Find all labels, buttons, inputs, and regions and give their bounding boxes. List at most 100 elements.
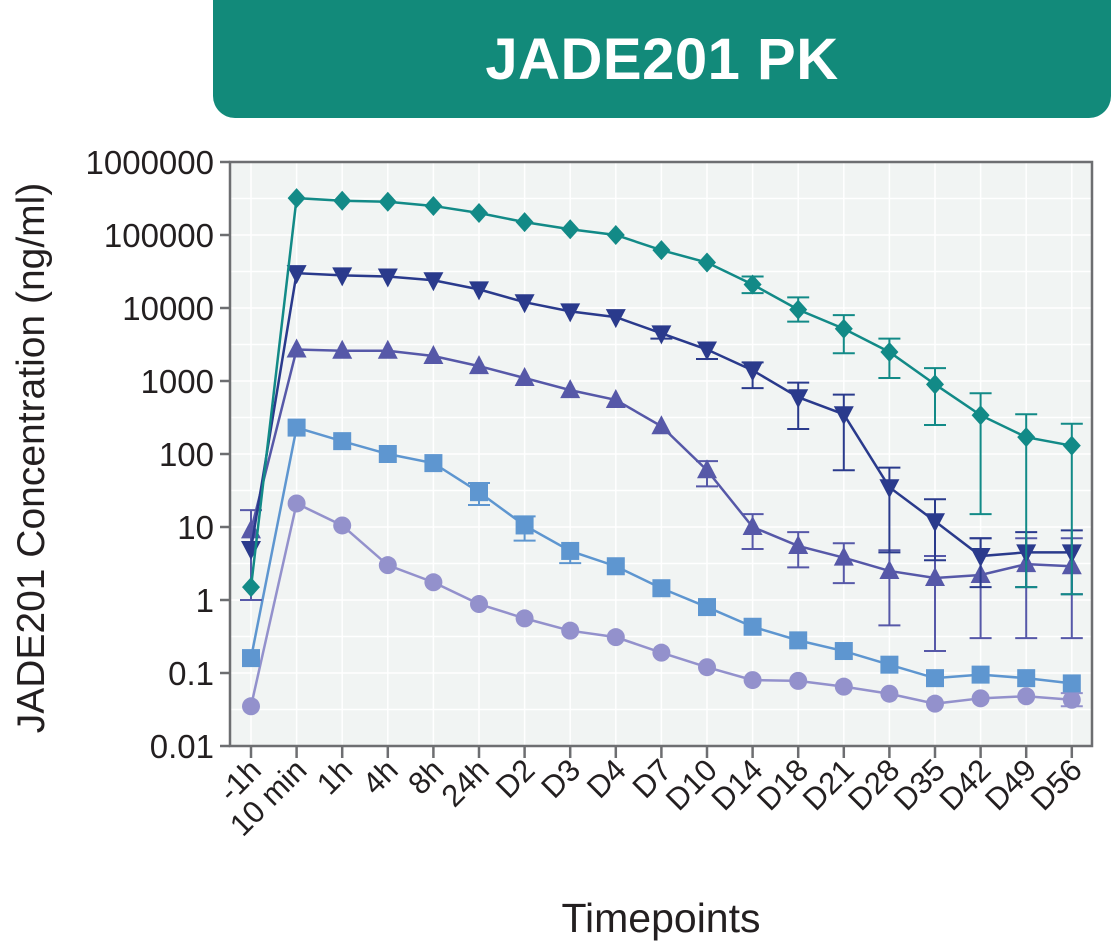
data-point bbox=[971, 665, 990, 684]
data-point bbox=[242, 697, 260, 716]
data-point bbox=[286, 338, 307, 358]
data-point bbox=[377, 268, 398, 288]
data-point bbox=[378, 445, 397, 463]
y-tick-label: 100000 bbox=[104, 217, 214, 254]
data-point bbox=[971, 689, 990, 708]
data-point bbox=[241, 519, 261, 539]
data-point bbox=[561, 541, 580, 560]
data-point bbox=[926, 669, 944, 688]
data-point bbox=[377, 339, 398, 359]
x-tick-label: D2 bbox=[489, 752, 542, 805]
data-point bbox=[469, 281, 489, 301]
data-point bbox=[971, 405, 990, 426]
data-point bbox=[561, 219, 580, 240]
data-point bbox=[652, 579, 671, 598]
x-tick-label: D4 bbox=[580, 752, 633, 805]
y-tick-label: 0.1 bbox=[168, 655, 214, 692]
data-point bbox=[926, 374, 944, 395]
data-point bbox=[424, 195, 443, 216]
data-point bbox=[833, 406, 854, 426]
data-point bbox=[287, 188, 306, 209]
data-point bbox=[1017, 427, 1036, 448]
x-tick-label: 1h bbox=[310, 752, 359, 801]
data-point bbox=[515, 516, 534, 535]
data-point bbox=[1062, 435, 1081, 456]
x-tick-label: D3 bbox=[534, 752, 587, 805]
data-point bbox=[424, 454, 443, 473]
y-tick-label: 1000 bbox=[141, 363, 214, 400]
data-point bbox=[287, 494, 306, 513]
data-point bbox=[424, 573, 443, 592]
data-point bbox=[698, 658, 716, 677]
data-point bbox=[242, 577, 260, 598]
data-point bbox=[880, 341, 899, 362]
data-point bbox=[698, 252, 716, 273]
data-point bbox=[333, 432, 352, 451]
data-point bbox=[652, 643, 671, 662]
data-point bbox=[1017, 669, 1036, 688]
series-circle bbox=[242, 494, 1083, 716]
data-point bbox=[697, 341, 717, 361]
data-point bbox=[332, 339, 353, 359]
data-point bbox=[789, 671, 808, 690]
data-point bbox=[560, 379, 581, 399]
data-point bbox=[743, 671, 762, 690]
data-point bbox=[333, 516, 352, 535]
data-point bbox=[742, 362, 763, 382]
data-point bbox=[1017, 687, 1036, 706]
data-point bbox=[833, 546, 854, 566]
x-axis-title: Timepoints bbox=[562, 895, 761, 941]
data-point bbox=[788, 389, 809, 409]
data-point bbox=[332, 267, 353, 287]
data-point bbox=[605, 388, 626, 408]
data-point bbox=[470, 203, 488, 224]
y-tick-label: 100 bbox=[159, 436, 214, 473]
data-point bbox=[697, 459, 717, 479]
data-point bbox=[423, 345, 444, 365]
data-point bbox=[651, 415, 672, 435]
data-point bbox=[605, 309, 626, 329]
data-point bbox=[743, 274, 762, 295]
data-point bbox=[515, 609, 534, 628]
data-point bbox=[698, 598, 716, 617]
data-point bbox=[925, 513, 945, 533]
x-tick-label: 24h bbox=[435, 752, 496, 813]
data-point bbox=[788, 534, 809, 554]
data-point bbox=[515, 212, 534, 233]
y-tick-label: 1000000 bbox=[86, 144, 214, 181]
data-point bbox=[1062, 690, 1081, 709]
data-point bbox=[1062, 674, 1081, 693]
data-point bbox=[743, 617, 762, 636]
series-square bbox=[242, 418, 1081, 693]
data-point bbox=[652, 240, 671, 261]
data-point bbox=[514, 366, 535, 386]
data-point bbox=[834, 318, 853, 339]
data-point bbox=[651, 325, 672, 345]
data-point bbox=[970, 548, 991, 568]
x-tick-label: D56 bbox=[1024, 752, 1089, 817]
data-point bbox=[469, 355, 489, 375]
data-point bbox=[560, 303, 581, 323]
data-point bbox=[879, 559, 900, 579]
data-point bbox=[834, 642, 853, 661]
data-point bbox=[879, 479, 900, 499]
data-point bbox=[378, 191, 397, 212]
x-tick-label: 4h bbox=[356, 752, 405, 801]
data-point bbox=[834, 677, 853, 696]
y-axis: 0.01 0.1 1 10 100 1000 10000 100000 1000000 bbox=[86, 144, 230, 765]
data-point bbox=[242, 649, 260, 668]
y-axis-title: JADE201 Concentration (ng/ml) bbox=[10, 183, 53, 734]
data-point bbox=[925, 567, 945, 587]
data-point bbox=[286, 265, 307, 285]
data-point bbox=[287, 418, 306, 437]
data-point bbox=[789, 299, 808, 320]
y-tick-label: 1 bbox=[196, 582, 214, 619]
y-tick-label: 10 bbox=[177, 509, 214, 546]
data-point bbox=[742, 516, 763, 535]
y-tick-label: 10000 bbox=[122, 290, 214, 327]
data-point bbox=[926, 694, 944, 713]
title-banner: JADE201 PK bbox=[213, 0, 1111, 118]
data-point bbox=[606, 225, 625, 245]
